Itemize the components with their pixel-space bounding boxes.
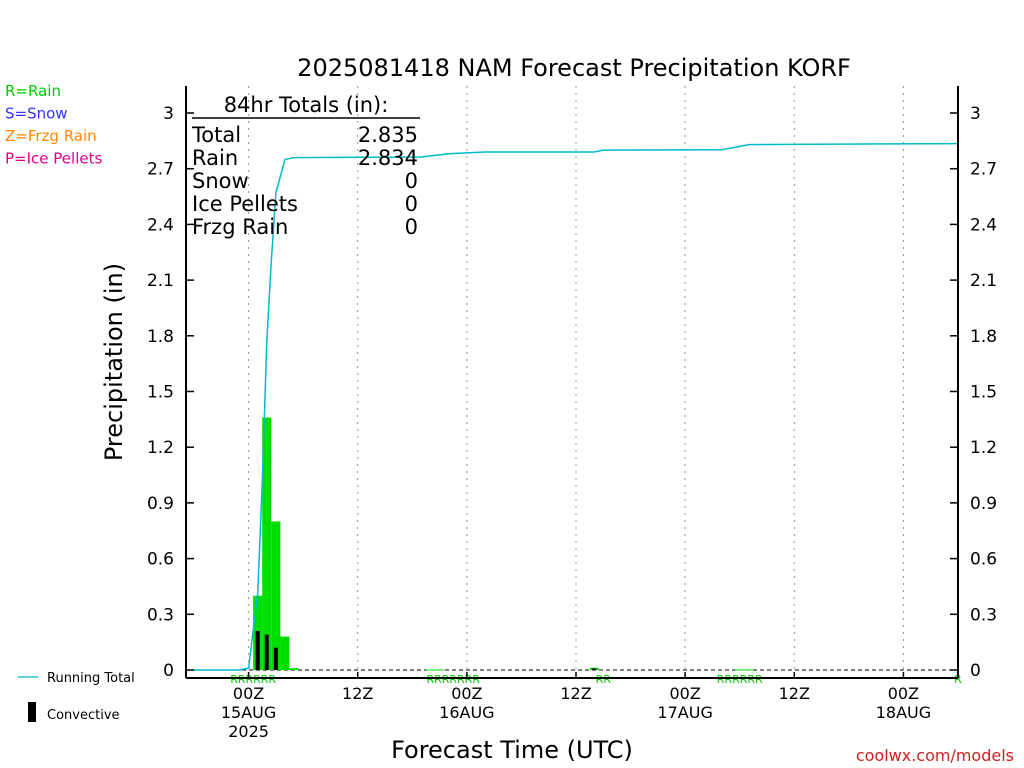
totals-row-label: Ice Pellets xyxy=(192,192,298,216)
y-tick-label: 2.4 xyxy=(147,215,174,235)
y-tick-label: 1.8 xyxy=(147,327,174,347)
convective-bar xyxy=(592,668,597,670)
precip-bars xyxy=(253,417,754,671)
totals-heading: 84hr Totals (in): xyxy=(224,93,389,117)
rain-bar xyxy=(280,636,290,670)
y-tick-label-right: 0.3 xyxy=(970,605,997,625)
convective-bar xyxy=(273,647,278,670)
y-tick-label: 3 xyxy=(163,104,174,124)
x-tick-label: 12Z xyxy=(779,684,810,703)
type-markers: RRRRRR RRRRRRR RR RRRRRR R xyxy=(230,673,962,686)
type-marker: RRRRRR xyxy=(717,673,763,686)
running-total-line xyxy=(194,142,959,671)
y-tick-label-right: 1.5 xyxy=(970,383,997,403)
x-tick-label: 12Z xyxy=(560,684,591,703)
rain-bar xyxy=(289,668,299,670)
y-tick-label-right: 2.1 xyxy=(970,271,997,291)
y-tick-label: 0 xyxy=(163,661,174,681)
x-tick-label: 00Z xyxy=(451,684,482,703)
convective-bar xyxy=(255,631,260,670)
y-tick-label-right: 0.6 xyxy=(970,550,997,570)
type-marker: R xyxy=(954,673,962,686)
tick-labels: 0 00.3 0.30.6 0.60.9 0.91.2 1.21.5 1.51.8 1.82.… xyxy=(147,104,997,741)
y-tick-label: 1.2 xyxy=(147,438,174,458)
x-tick-label: 16AUG xyxy=(439,703,494,722)
precip-type-legend: R=Rain S=Snow Z=Frzg Rain P=Ice Pellets xyxy=(5,82,102,168)
y-tick-label-right: 1.8 xyxy=(970,327,997,347)
precip-type-legend-item: P=Ice Pellets xyxy=(5,150,102,168)
totals-row-label: Frzg Rain xyxy=(192,215,288,239)
y-tick-label: 2.7 xyxy=(147,160,174,180)
type-marker: RR xyxy=(596,673,612,686)
y-tick-label: 0.3 xyxy=(147,605,174,625)
convective-swatch xyxy=(28,702,36,722)
y-tick-label: 1.5 xyxy=(147,383,174,403)
y-tick-label-right: 2.7 xyxy=(970,160,997,180)
rain-bar xyxy=(262,417,272,670)
totals-row-value: 2.834 xyxy=(358,146,418,170)
y-tick-label-right: 0.9 xyxy=(970,494,997,514)
totals-row-value: 0 xyxy=(405,169,418,193)
totals-row-value: 0 xyxy=(405,215,418,239)
running-total-path xyxy=(194,142,959,671)
y-tick-label-right: 3 xyxy=(970,104,981,124)
x-tick-label: 2025 xyxy=(228,722,269,741)
chart-title: 2025081418 NAM Forecast Precipitation KO… xyxy=(297,54,851,82)
totals-row-value: 2.835 xyxy=(358,123,418,147)
x-tick-label: 18AUG xyxy=(876,703,931,722)
precip-type-legend-item: S=Snow xyxy=(5,105,68,123)
type-marker: RRRRRR xyxy=(230,673,276,686)
y-tick-label-right: 0 xyxy=(970,661,981,681)
totals-row-label: Total xyxy=(191,123,241,147)
totals-row-label: Rain xyxy=(192,146,238,170)
axes xyxy=(185,86,959,679)
precip-type-legend-item: R=Rain xyxy=(5,82,61,100)
convective-label: Convective xyxy=(47,708,120,723)
x-tick-label: 00Z xyxy=(233,684,264,703)
running-total-label: Running Total xyxy=(47,671,135,686)
totals-row-label: Snow xyxy=(192,169,249,193)
line-legend: Running Total Convective xyxy=(18,671,135,723)
y-tick-label: 2.1 xyxy=(147,271,174,291)
convective-bar xyxy=(264,634,269,670)
rain-bar xyxy=(735,669,745,671)
y-tick-label: 0.9 xyxy=(147,494,174,514)
rain-bar xyxy=(744,669,754,671)
rain-bar xyxy=(435,669,445,671)
y-tick-label: 0.6 xyxy=(147,550,174,570)
precip-type-legend-item: Z=Frzg Rain xyxy=(5,127,97,145)
totals-box: 84hr Totals (in): Total 2.835 Rain 2.834 Snow… xyxy=(191,93,420,239)
x-tick-label: 00Z xyxy=(669,684,700,703)
gridlines xyxy=(186,86,958,678)
x-tick-label: 12Z xyxy=(342,684,373,703)
x-tick-label: 00Z xyxy=(888,684,919,703)
credit-text: coolwx.com/models xyxy=(856,746,1014,765)
x-axis-label: Forecast Time (UTC) xyxy=(391,736,633,764)
y-tick-label-right: 1.2 xyxy=(970,438,997,458)
rain-bar xyxy=(271,521,281,670)
x-tick-label: 17AUG xyxy=(657,703,712,722)
rain-bar xyxy=(425,669,436,671)
totals-row-value: 0 xyxy=(405,192,418,216)
y-tick-label-right: 2.4 xyxy=(970,215,997,235)
y-axis-label: Precipitation (in) xyxy=(100,263,128,461)
x-tick-label: 15AUG xyxy=(221,703,276,722)
